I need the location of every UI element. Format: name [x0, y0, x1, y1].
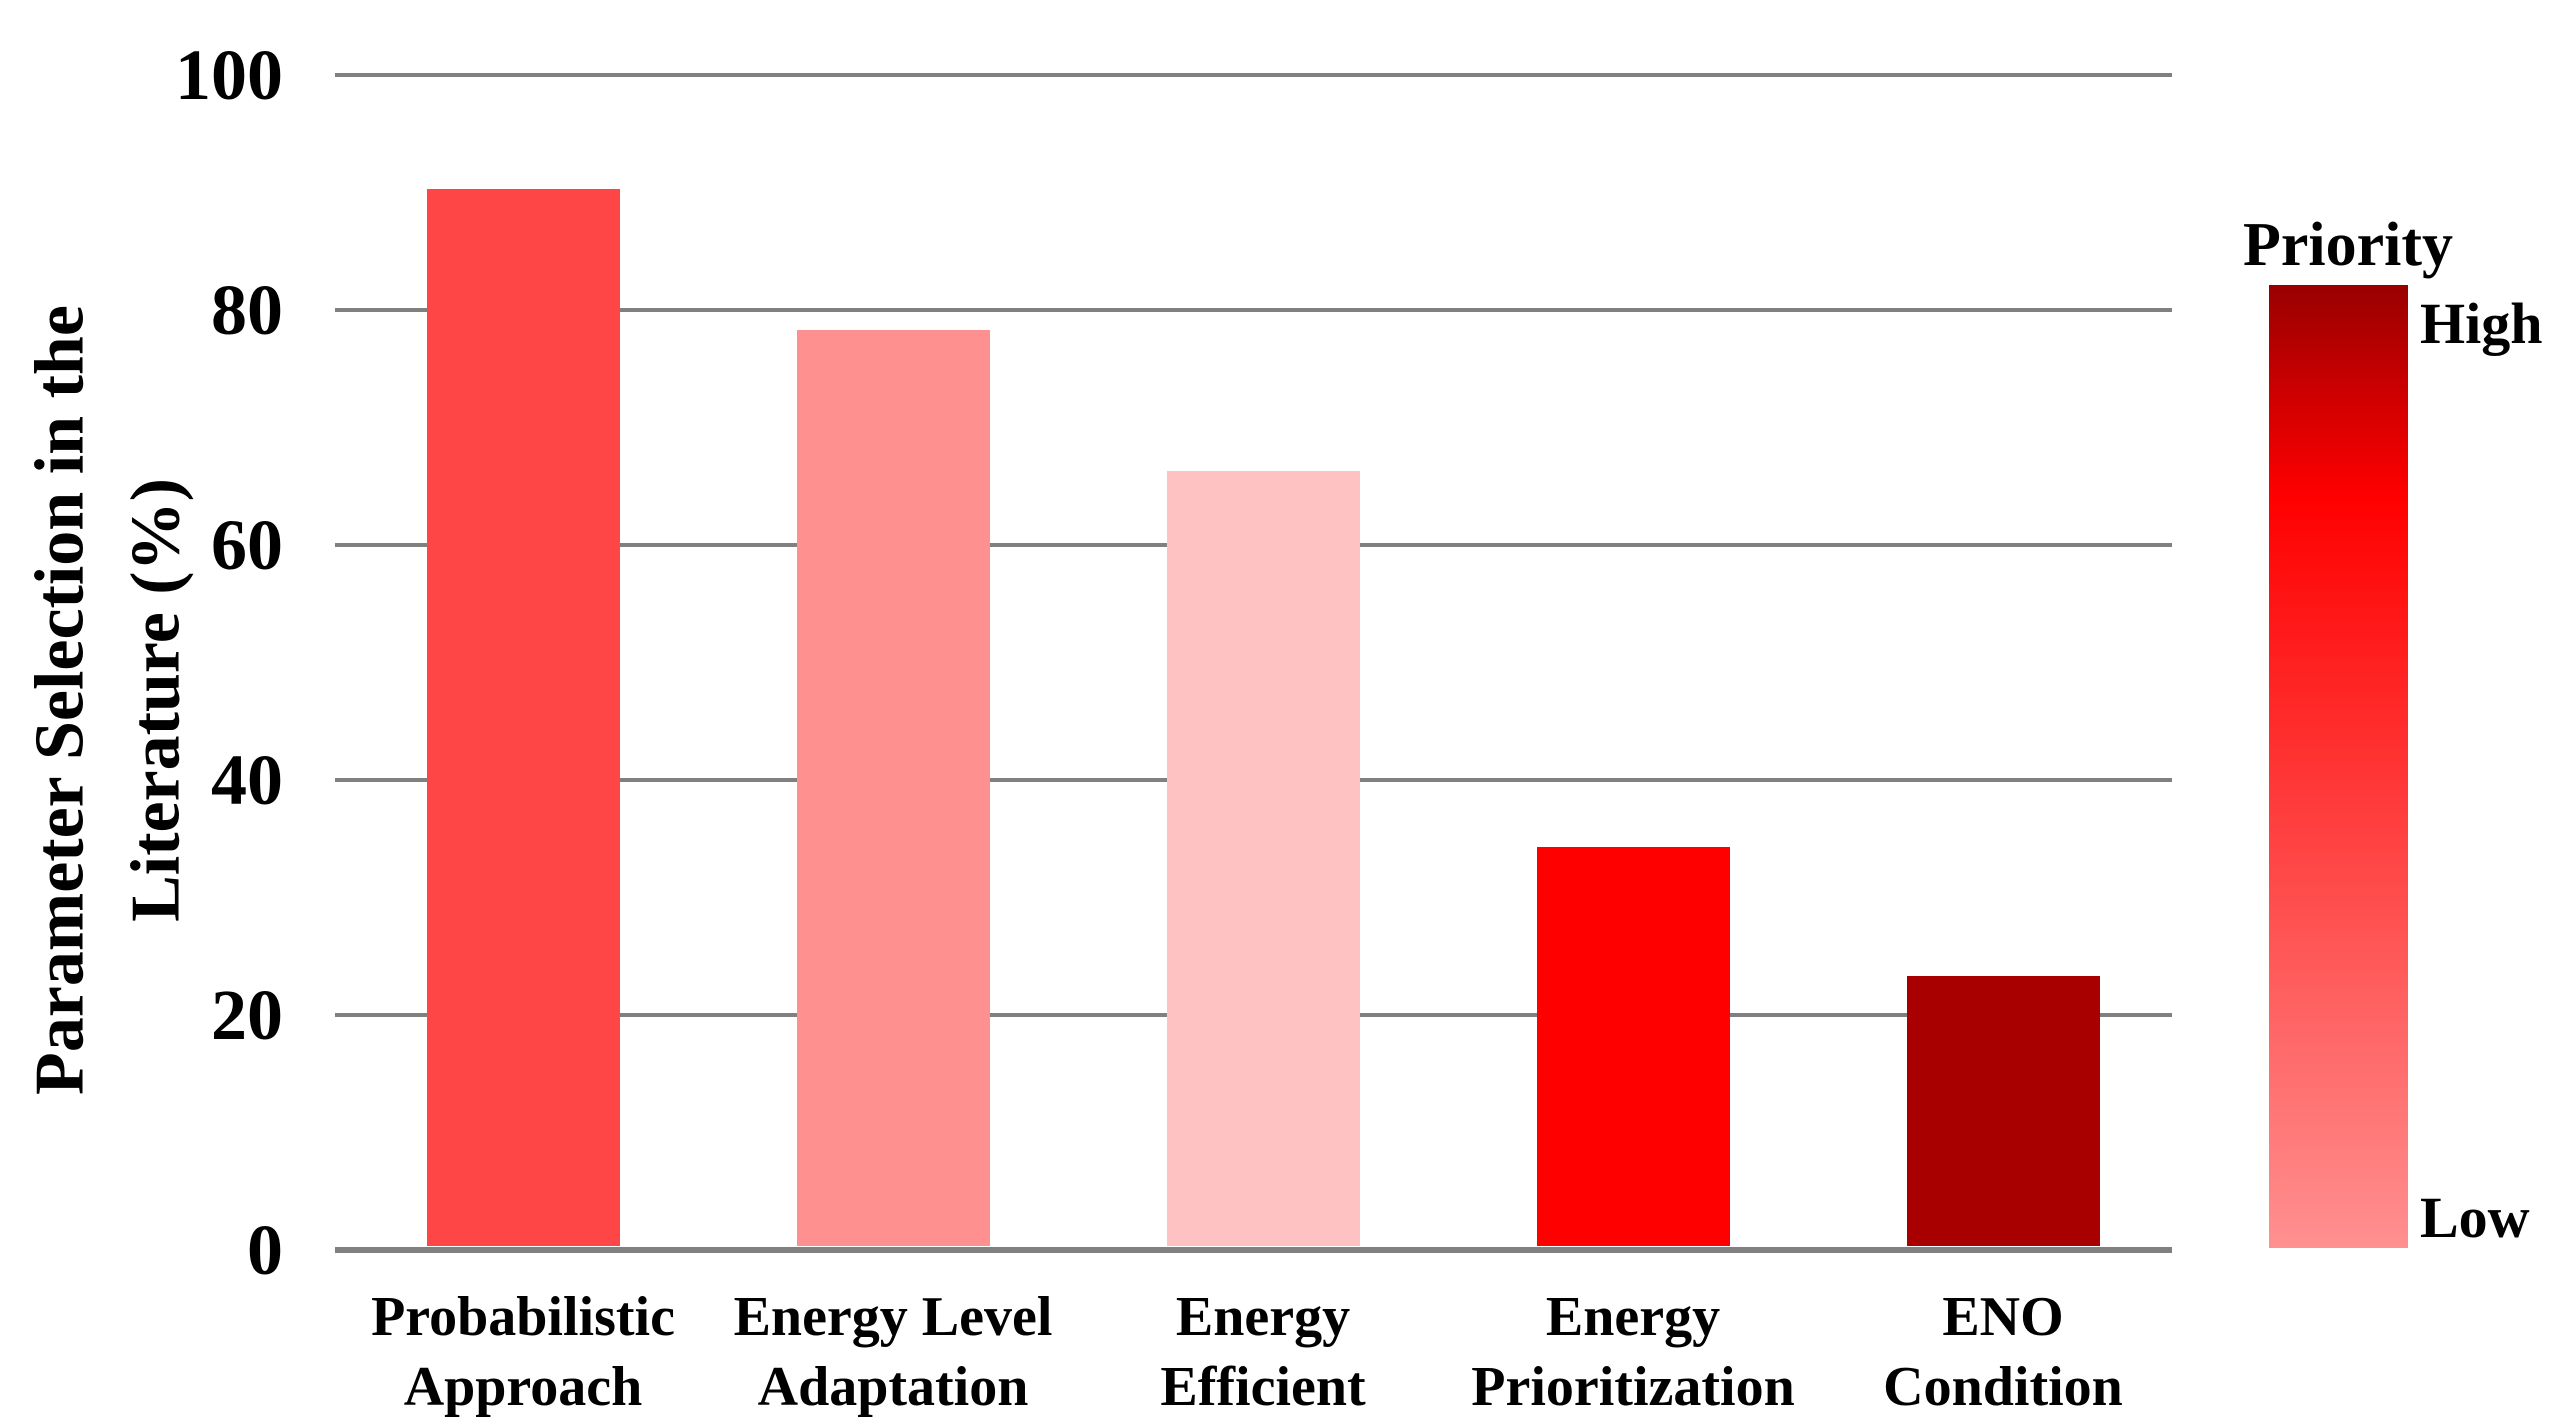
legend-high-label: High: [2420, 291, 2543, 356]
y-tick-label: 100: [175, 35, 283, 115]
y-tick-label: 40: [211, 740, 283, 820]
y-tick-label: 0: [247, 1210, 283, 1290]
x-tick-label: Energy Level Adaptation: [733, 1286, 1053, 1418]
gridline: [335, 308, 2172, 312]
legend-gradient-bar: [2269, 285, 2408, 1248]
legend-title: Priority: [2242, 211, 2453, 279]
y-tick-label: 60: [211, 505, 283, 585]
bar-energy-prioritization: [1536, 846, 1730, 1246]
plot-area: [335, 73, 2172, 1253]
x-tick-label: Energy Efficient: [1160, 1286, 1366, 1418]
bar-eno-condition: [1906, 975, 2100, 1246]
x-tick-label: Energy Prioritization: [1471, 1286, 1795, 1418]
bar-energy-efficient: [1166, 470, 1360, 1246]
gridline: [335, 73, 2172, 77]
y-tick-label: 80: [211, 270, 283, 350]
legend-low-label: Low: [2420, 1185, 2530, 1250]
x-axis-line: [335, 1247, 2172, 1253]
x-tick-label: ENO Condition: [1883, 1286, 2123, 1418]
bar-energy-level-adaptation: [796, 329, 990, 1246]
x-tick-label: Probabilistic Approach: [371, 1286, 675, 1418]
bar-probabilistic-approach: [426, 188, 620, 1246]
y-tick-label: 20: [211, 975, 283, 1055]
